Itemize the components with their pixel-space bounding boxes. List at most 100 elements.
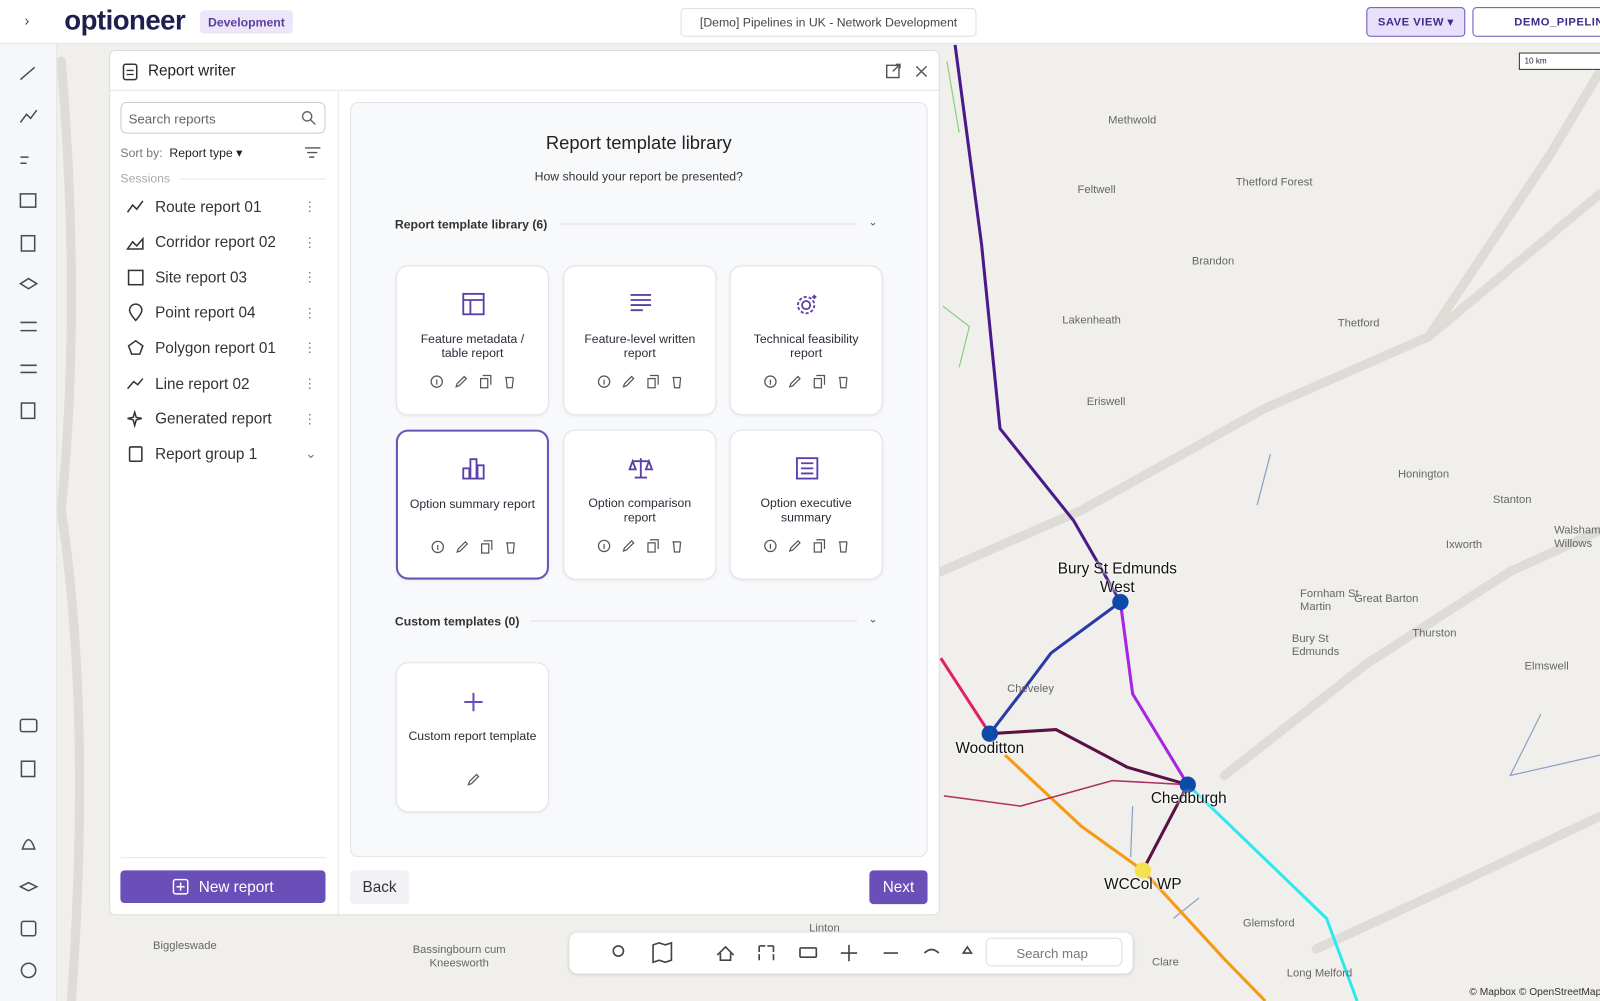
report-item[interactable]: Generated report ⋮: [120, 404, 324, 435]
section-label: Sessions: [120, 171, 171, 186]
rail-icons: [18, 66, 39, 979]
report-name: Report group 1: [155, 445, 258, 463]
sort-icon[interactable]: [305, 147, 321, 159]
custom-template-card[interactable]: Custom report template: [395, 662, 549, 813]
template-name: Option executive summary: [760, 495, 852, 525]
card-actions[interactable]: [764, 539, 856, 553]
map-label: Linton: [809, 922, 840, 935]
report-icon: [127, 269, 144, 286]
more-menu[interactable]: ⋮: [303, 234, 317, 250]
template-card[interactable]: Option summary report: [395, 429, 549, 580]
more-menu[interactable]: ⋮: [303, 269, 317, 285]
library-title: Report template library: [545, 132, 732, 154]
report-name: Line report 02: [155, 374, 250, 393]
edit-icon[interactable]: [466, 772, 480, 786]
map-label: Lakenheath: [1062, 314, 1121, 327]
report-item[interactable]: Polygon report 01 ⋮: [120, 333, 324, 364]
library-group-heading: Report template library (6): [394, 217, 548, 232]
card-actions[interactable]: [597, 374, 690, 389]
back-button[interactable]: Back: [349, 870, 410, 905]
report-icon: [126, 236, 144, 250]
save-view-label: SAVE VIEW: [1377, 15, 1444, 29]
panel-title: Report writer: [147, 62, 236, 80]
template-card[interactable]: Feature metadata / table report: [395, 265, 549, 416]
report-icon: [127, 340, 144, 356]
more-menu[interactable]: ⋮: [303, 375, 317, 391]
new-report-label: New report: [198, 878, 274, 896]
expand-icon[interactable]: ⌄: [305, 446, 317, 462]
user-button[interactable]: DEMO_PIPELINE: [1472, 7, 1600, 37]
report-icon: [126, 378, 144, 390]
card-actions[interactable]: [764, 374, 856, 389]
site-label: Chedburgh: [1150, 789, 1227, 808]
report-name: Corridor report 02: [155, 233, 276, 252]
sort-value[interactable]: Report type ▾: [169, 145, 243, 161]
report-icon: [127, 409, 143, 429]
report-icon: [128, 303, 143, 322]
report-item[interactable]: Site report 03 ⋮: [120, 262, 324, 293]
custom-template-name: Custom report template: [408, 728, 537, 743]
map-label: Stanton: [1492, 493, 1532, 507]
collapse-custom[interactable]: ⌄: [868, 613, 878, 626]
search-icon: [301, 111, 316, 125]
template-card[interactable]: Option executive summary: [729, 429, 883, 580]
card-actions[interactable]: [430, 374, 523, 389]
report-name: Generated report: [155, 410, 272, 428]
header: › optioneer Development [Demo] Pipelines…: [0, 0, 1600, 44]
more-menu[interactable]: ⋮: [303, 304, 317, 321]
next-button[interactable]: Next: [869, 870, 928, 905]
map-label: Clare: [1152, 956, 1179, 969]
map-label: Fornham St Martin: [1299, 587, 1359, 614]
sort-label: Sort by:: [120, 145, 163, 161]
library-subtitle: How should your report be presented?: [534, 169, 743, 184]
report-item[interactable]: Line report 02 ⋮: [120, 368, 324, 399]
report-name: Point report 04: [155, 304, 256, 322]
save-view[interactable]: SAVE VIEW ▾: [1366, 7, 1466, 37]
map-toolbar: Search map: [569, 932, 1133, 974]
map-label: Cheveley: [1007, 682, 1054, 695]
site-label: Wooditton: [955, 739, 1025, 758]
template-icon: [796, 457, 819, 480]
map-label: Thetford: [1337, 317, 1380, 330]
template-icon: [628, 458, 654, 479]
sort-value-text: Report type: [169, 145, 233, 161]
plus-icon: [172, 878, 189, 895]
search-reports[interactable]: [120, 102, 326, 134]
template-name: Feature-level written report: [584, 331, 696, 361]
more-menu[interactable]: ⋮: [303, 340, 317, 356]
expand-toggle[interactable]: ›: [24, 12, 30, 29]
report-item[interactable]: Report group 1 ⌄: [120, 439, 324, 470]
template-card[interactable]: Option comparison report: [563, 429, 717, 580]
custom-group-heading: Custom templates (0): [394, 614, 520, 629]
new-report-button[interactable]: New report: [120, 870, 326, 904]
report-name: Polygon report 01: [155, 339, 276, 358]
search-placeholder: Search reports: [128, 111, 216, 127]
map-label: Feltwell: [1077, 183, 1116, 196]
logo[interactable]: optioneer: [64, 5, 186, 36]
panel-controls[interactable]: [886, 63, 931, 79]
template-card[interactable]: Feature-level written report: [563, 265, 717, 416]
more-menu[interactable]: ⋮: [303, 198, 317, 215]
template-card[interactable]: Technical feasibility report: [729, 265, 883, 416]
collapse-library[interactable]: ⌄: [868, 216, 878, 229]
template-icon: [462, 292, 485, 316]
map-label: Elmswell: [1524, 660, 1569, 673]
report-name: Site report 03: [155, 269, 248, 287]
card-actions[interactable]: [597, 539, 690, 553]
map-label: Bassingbourn cum Kneesworth: [412, 943, 506, 970]
card-actions[interactable]: [431, 540, 524, 554]
template-icon: [462, 458, 485, 480]
report-item[interactable]: Point report 04 ⋮: [120, 298, 324, 329]
map-search[interactable]: Search map: [1016, 945, 1088, 962]
report-icon: [126, 200, 144, 213]
report-item[interactable]: Corridor report 02 ⋮: [120, 227, 324, 258]
more-menu[interactable]: ⋮: [303, 410, 317, 427]
env-badge: Development: [199, 10, 293, 34]
report-item[interactable]: Route report 01 ⋮: [120, 192, 324, 223]
template-name: Option summary report: [409, 496, 536, 512]
project-name[interactable]: [Demo] Pipelines in UK - Network Develop…: [680, 8, 977, 37]
map-label: Great Barton: [1354, 592, 1419, 606]
